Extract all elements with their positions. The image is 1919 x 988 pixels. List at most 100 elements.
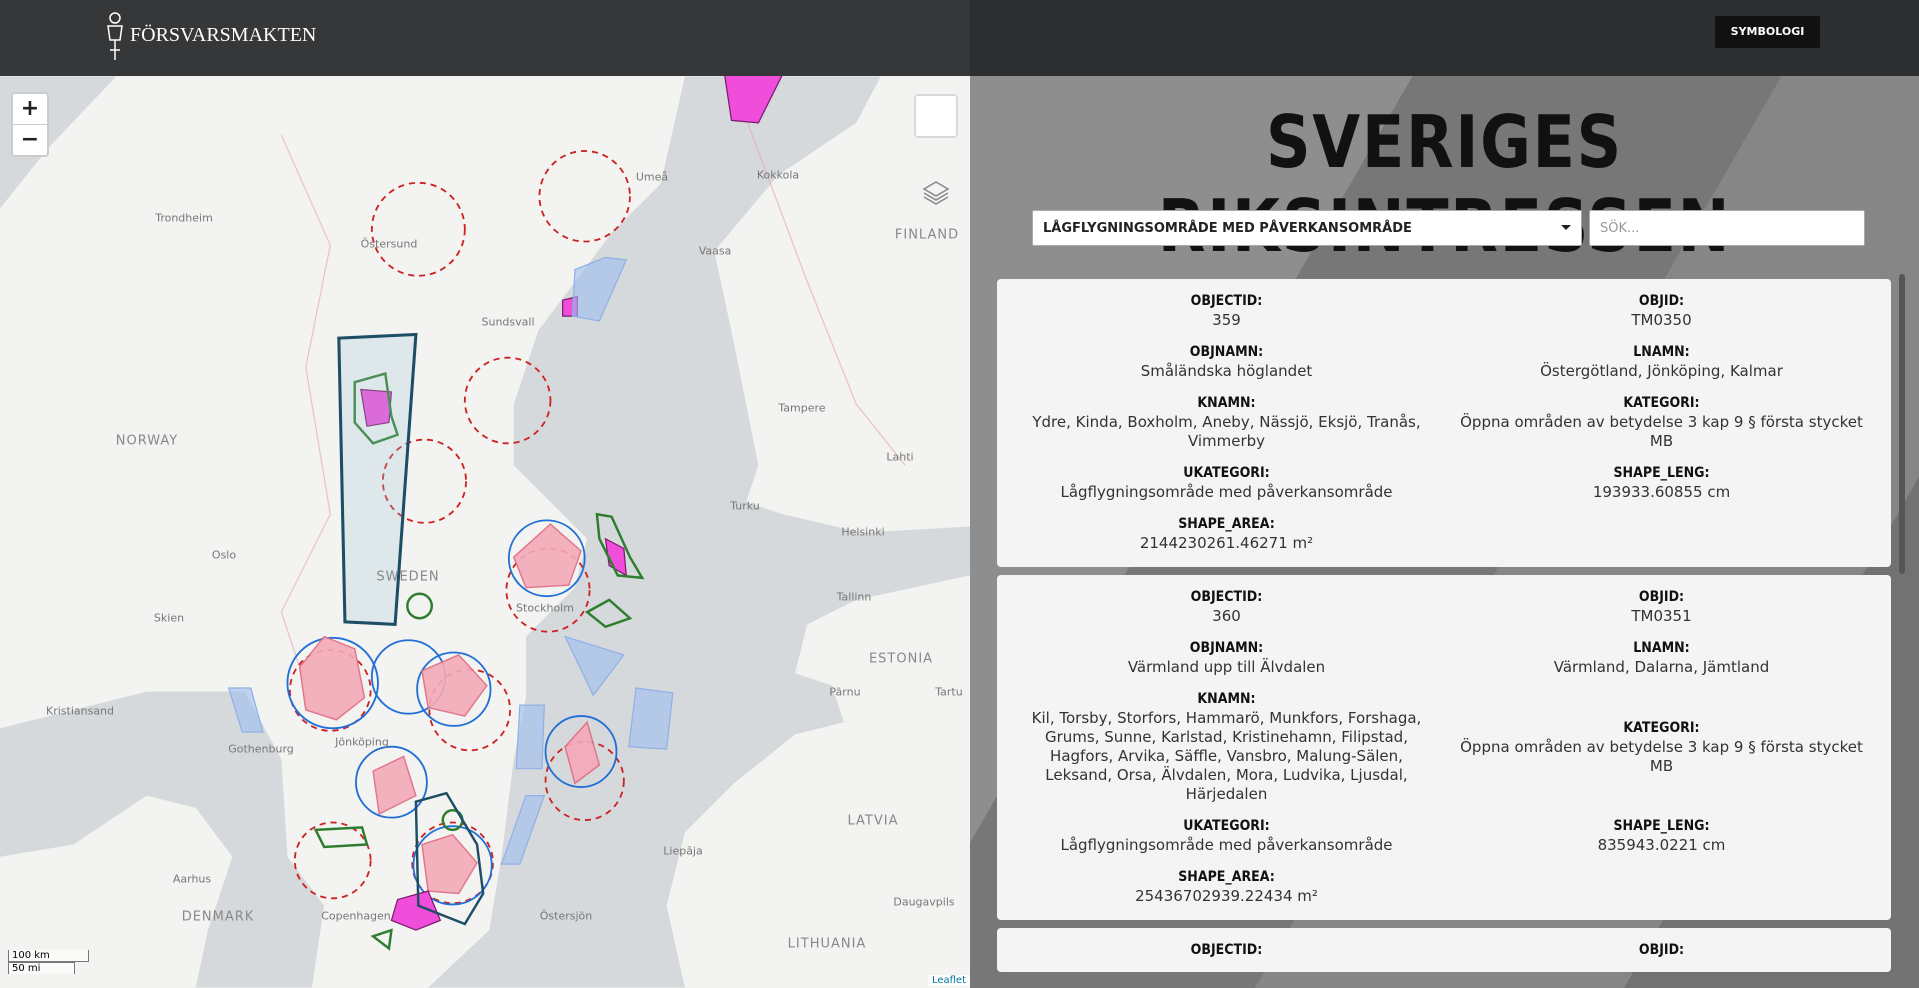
map-label: Gothenburg bbox=[228, 742, 294, 756]
field: LNAMN: Värmland, Dalarna, Jämtland bbox=[1444, 640, 1879, 677]
field-label: UKATEGORI: bbox=[1183, 818, 1270, 834]
field: UKATEGORI: Lågflygningsområde med påverka… bbox=[1009, 818, 1444, 855]
map-label: Tartu bbox=[935, 685, 963, 699]
field-label: OBJNAMN: bbox=[1189, 344, 1264, 360]
attribution-link[interactable]: Leaflet bbox=[927, 975, 970, 986]
map-label: Vaasa bbox=[698, 244, 732, 258]
map-label: Pärnu bbox=[829, 685, 861, 699]
field-value: TM0350 bbox=[1631, 311, 1692, 329]
field-value: Lågflygningsområde med påverkansområde bbox=[1060, 483, 1393, 501]
field-label: OBJECTID: bbox=[1190, 589, 1263, 605]
field-label: LNAMN: bbox=[1633, 344, 1690, 360]
logo-emblem bbox=[107, 12, 123, 60]
map-label: Tallinn bbox=[836, 590, 872, 604]
map-label: SWEDEN bbox=[376, 569, 440, 585]
field: KNAMN: Kil, Torsby, Storfors, Hammarö, Mu… bbox=[1009, 691, 1444, 804]
map-label: Oslo bbox=[211, 548, 237, 562]
map-label: ESTONIA bbox=[868, 651, 934, 667]
field-label: SHAPE_LENG: bbox=[1613, 465, 1710, 481]
layers-icon bbox=[922, 181, 950, 205]
field: OBJNAMN: Småländska höglandet bbox=[1009, 344, 1444, 381]
map-label: LITHUANIA bbox=[787, 936, 867, 952]
category-select[interactable]: LÅGFLYGNINGSOMRÅDE MED PÅVERKANSOMRÅDE bbox=[1032, 210, 1582, 246]
field-value: Lågflygningsområde med påverkansområde bbox=[1060, 836, 1393, 854]
map[interactable]: Trondheim Östersund Umeå Kokkola FINLAND Vaas… bbox=[0, 0, 970, 988]
map-features bbox=[0, 76, 970, 988]
map-label: Kokkola bbox=[756, 168, 800, 182]
field: OBJID: TM0350 bbox=[1444, 293, 1879, 330]
field-label: KNAMN: bbox=[1197, 395, 1256, 411]
field-value: TM0351 bbox=[1631, 607, 1692, 625]
scale-mi: 50 mi bbox=[8, 962, 75, 974]
field: OBJNAMN: Värmland upp till Älvdalen bbox=[1009, 640, 1444, 677]
field-value: Värmland, Dalarna, Jämtland bbox=[1553, 658, 1770, 676]
scrollbar[interactable] bbox=[1899, 274, 1905, 574]
field-value: Kil, Torsby, Storfors, Hammarö, Munkfors… bbox=[1031, 709, 1422, 803]
map-label: Kristiansand bbox=[45, 704, 115, 718]
map-label: Aarhus bbox=[172, 872, 212, 886]
map-label: Tampere bbox=[778, 401, 826, 415]
field-label: OBJECTID: bbox=[1190, 942, 1263, 958]
zoom-in-button[interactable]: + bbox=[20, 96, 40, 121]
field: KATEGORI: Öppna områden av betydelse 3 ka… bbox=[1444, 720, 1879, 776]
field-label: LNAMN: bbox=[1633, 640, 1690, 656]
field-label: KATEGORI: bbox=[1623, 719, 1700, 736]
field-label: UKATEGORI: bbox=[1183, 465, 1270, 481]
field: OBJECTID: 359 bbox=[1009, 293, 1444, 330]
field: OBJECTID: bbox=[1009, 942, 1444, 958]
field-value: Östergötland, Jönköping, Kalmar bbox=[1540, 362, 1783, 380]
field-value: Ydre, Kinda, Boxholm, Aneby, Nässjö, Eks… bbox=[1032, 413, 1421, 450]
field-label: SHAPE_LENG: bbox=[1613, 818, 1710, 834]
field-label: OBJID: bbox=[1638, 942, 1685, 958]
field-value: 193933.60855 cm bbox=[1592, 483, 1731, 501]
field: KATEGORI: Öppna områden av betydelse 3 ka… bbox=[1444, 395, 1879, 451]
map-label: Turku bbox=[730, 499, 760, 513]
field-value: Öppna områden av betydelse 3 kap 9 § för… bbox=[1460, 413, 1863, 450]
field-value: 360 bbox=[1212, 607, 1241, 625]
field: SHAPE_AREA: 25436702939.22434 m² bbox=[1009, 869, 1444, 906]
map-label: Skien bbox=[153, 611, 185, 625]
map-label: NORWAY bbox=[115, 433, 179, 449]
symbology-button[interactable]: SYMBOLOGI bbox=[1715, 16, 1820, 48]
field-label: OBJID: bbox=[1638, 293, 1685, 309]
field-label: SHAPE_AREA: bbox=[1178, 869, 1275, 885]
field-value: Värmland upp till Älvdalen bbox=[1127, 658, 1326, 676]
map-label: Östersund bbox=[360, 237, 418, 251]
record-list: OBJECTID: 359 OBJID: TM0350 OBJNAMN: Småländs… bbox=[997, 279, 1891, 988]
info-panel: SVERIGES RIKSINTRESSEN LÅGFLYGNINGSOMRÅD… bbox=[970, 76, 1919, 988]
map-label: Helsinki bbox=[841, 525, 885, 539]
search-input[interactable]: SÖK... bbox=[1589, 210, 1865, 246]
field-label: KNAMN: bbox=[1197, 691, 1256, 707]
field-value: 2144230261.46271 m² bbox=[1139, 534, 1314, 552]
field-label: OBJID: bbox=[1638, 589, 1685, 605]
logo[interactable]: FÖRSVARSMAKTEN bbox=[104, 8, 316, 62]
field-value: Öppna områden av betydelse 3 kap 9 § för… bbox=[1460, 737, 1863, 775]
map-label: LATVIA bbox=[847, 813, 899, 829]
field: OBJID: bbox=[1444, 942, 1879, 958]
field: UKATEGORI: Lågflygningsområde med påverka… bbox=[1009, 465, 1444, 502]
field-value: 359 bbox=[1212, 311, 1241, 329]
map-label: Daugavpils bbox=[893, 895, 955, 909]
zoom-out-button[interactable]: − bbox=[13, 124, 47, 155]
scale-bar: 100 km 50 mi bbox=[8, 950, 89, 974]
field-value: 25436702939.22434 m² bbox=[1135, 887, 1318, 905]
record-card: OBJECTID: 360 OBJID: TM0351 OBJNAMN: Värmland… bbox=[997, 575, 1891, 920]
record-card: OBJECTID: OBJID: bbox=[997, 928, 1891, 972]
record-card: OBJECTID: 359 OBJID: TM0350 OBJNAMN: Småländs… bbox=[997, 279, 1891, 567]
field: LNAMN: Östergötland, Jönköping, Kalmar bbox=[1444, 344, 1879, 381]
field: SHAPE_AREA: 2144230261.46271 m² bbox=[1009, 516, 1444, 553]
map-label: DENMARK bbox=[181, 909, 255, 925]
field: SHAPE_LENG: 835943.0221 cm bbox=[1444, 818, 1879, 855]
zoom-control: + − bbox=[11, 92, 49, 157]
map-label: Umeå bbox=[635, 170, 669, 184]
field-label: KATEGORI: bbox=[1623, 395, 1700, 411]
map-label: Lahti bbox=[886, 450, 914, 464]
map-label: Stockholm bbox=[516, 601, 574, 615]
layers-button[interactable] bbox=[914, 94, 958, 205]
map-label: Liepāja bbox=[663, 844, 703, 858]
field-value: 835943.0221 cm bbox=[1597, 836, 1726, 854]
field: SHAPE_LENG: 193933.60855 cm bbox=[1444, 465, 1879, 502]
field-label: OBJECTID: bbox=[1190, 293, 1263, 309]
header: FÖRSVARSMAKTEN SYMBOLOGI bbox=[0, 0, 1919, 76]
